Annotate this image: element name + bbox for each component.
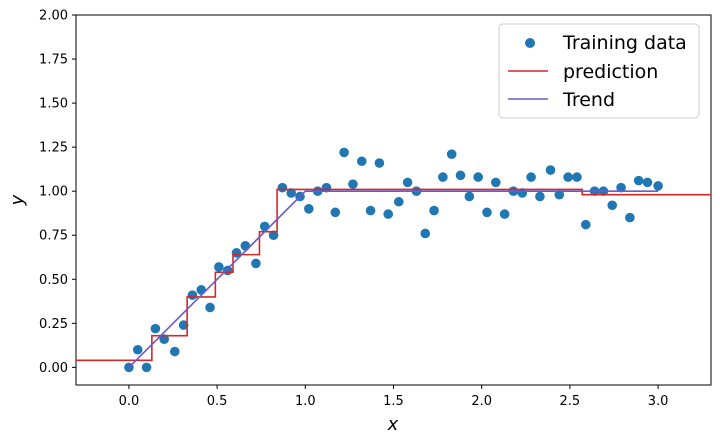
training-data-point <box>141 362 152 373</box>
training-data-point <box>205 302 215 313</box>
training-data-point <box>464 191 475 202</box>
training-data-point <box>339 147 349 158</box>
training-data-point <box>554 189 565 200</box>
training-data-point <box>383 209 394 219</box>
plot-area <box>76 147 711 373</box>
y-tick-label: 1.25 <box>39 141 68 156</box>
training-data-point <box>438 172 448 182</box>
legend: Training data prediction Trend <box>498 23 700 119</box>
training-data-point <box>545 165 556 175</box>
x-axis-label: x <box>387 414 399 435</box>
training-data-point <box>286 188 296 198</box>
y-tick-label: 0.00 <box>39 361 68 376</box>
training-data-point <box>159 334 169 344</box>
training-data-point <box>356 156 367 167</box>
training-data-point <box>563 172 573 182</box>
training-data-point <box>268 230 279 241</box>
training-data-point <box>304 204 314 214</box>
training-data-point <box>277 182 288 193</box>
training-data-point <box>251 258 261 269</box>
training-data-point <box>607 200 618 211</box>
training-data-point <box>214 262 224 272</box>
training-data-point <box>240 241 251 251</box>
training-data-point <box>572 172 582 182</box>
training-data-point <box>196 285 207 295</box>
legend-label-prediction: prediction <box>563 61 658 83</box>
training-data-point <box>429 205 439 216</box>
training-data-point <box>348 179 358 189</box>
legend-label-training-data: Training data <box>562 32 687 54</box>
x-tick-label: 1.5 <box>383 394 404 409</box>
x-tick-label: 1.0 <box>295 394 316 409</box>
y-tick-label: 0.75 <box>39 229 68 244</box>
x-tick-label: 2.5 <box>560 394 581 409</box>
x-tick-label: 2.0 <box>471 394 492 409</box>
y-tick-label: 1.50 <box>39 97 68 112</box>
training-data-point <box>132 344 143 355</box>
training-data-point <box>420 228 431 239</box>
y-tick-label: 0.25 <box>39 317 68 332</box>
training-data-point <box>625 212 635 223</box>
training-data-point <box>187 290 198 300</box>
training-data-point <box>482 207 492 218</box>
trend-line <box>128 190 659 368</box>
legend-label-trend: Trend <box>562 89 615 111</box>
training-data-point <box>535 191 545 202</box>
y-tick-label: 1.00 <box>39 185 68 200</box>
x-tick-label: 0.0 <box>119 394 140 409</box>
training-data-point <box>633 175 644 186</box>
training-data-point <box>402 177 413 188</box>
y-tick-label: 0.50 <box>39 273 68 288</box>
y-tick-label: 2.00 <box>39 9 68 24</box>
y-tick-label: 1.75 <box>39 53 68 68</box>
training-data-point <box>222 265 233 276</box>
training-data-point <box>169 346 180 357</box>
plot-content <box>76 147 711 373</box>
training-data-point <box>491 177 501 188</box>
x-ticks: 0.0 0.5 1.0 1.5 2.0 2.5 3.0 <box>119 385 669 409</box>
training-data-point <box>642 177 653 188</box>
training-data-point <box>653 181 663 191</box>
legend-box <box>498 23 700 119</box>
x-tick-label: 0.5 <box>207 394 228 409</box>
training-data-point <box>365 205 376 216</box>
training-data-point <box>178 320 189 330</box>
training-data-point <box>374 158 385 168</box>
y-ticks: 0.00 0.25 0.50 0.75 1.00 1.25 1.50 1.75 2.00 <box>39 9 76 376</box>
y-axis-label: y <box>7 194 28 206</box>
training-data-point <box>580 219 591 230</box>
training-data-point <box>393 196 404 207</box>
training-data-point <box>526 172 536 182</box>
training-data-point <box>455 170 466 181</box>
training-data-point <box>330 207 341 218</box>
x-tick-label: 3.0 <box>648 394 669 409</box>
training-data-point <box>473 172 483 182</box>
training-data-point <box>446 149 457 159</box>
training-data-point <box>150 323 161 334</box>
legend-marker-training-data <box>525 38 535 48</box>
training-data-point <box>499 209 510 219</box>
training-data-point <box>259 221 270 232</box>
training-data-point <box>616 182 626 193</box>
